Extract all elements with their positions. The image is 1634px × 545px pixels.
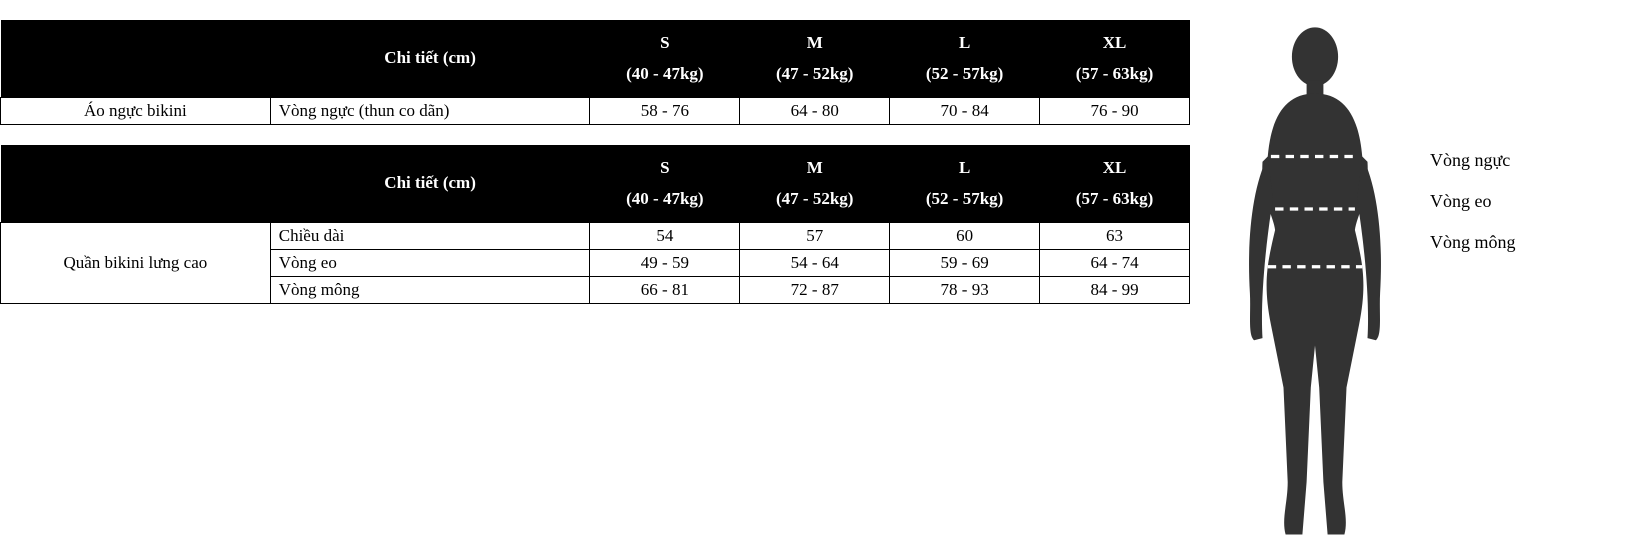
table-row: Quần bikini lưng cao Chiều dài 54 57 60 … (1, 223, 1190, 250)
category-cell: Quần bikini lưng cao (1, 223, 271, 304)
value-cell: 54 (590, 223, 740, 250)
size-name: L (959, 33, 970, 52)
value-cell: 54 - 64 (740, 250, 890, 277)
value-cell: 57 (740, 223, 890, 250)
size-range: (57 - 63kg) (1076, 189, 1153, 208)
header-blank (1, 20, 271, 98)
size-range: (52 - 57kg) (926, 64, 1003, 83)
header-detail: Chi tiết (cm) (270, 20, 590, 98)
page-container: Chi tiết (cm) S (40 - 47kg) M (47 - 52kg… (0, 0, 1634, 545)
value-cell: 59 - 69 (890, 250, 1040, 277)
header-size-s: S (40 - 47kg) (590, 145, 740, 223)
size-table-bottom: Chi tiết (cm) S (40 - 47kg) M (47 - 52kg… (0, 145, 1190, 304)
value-cell: 58 - 76 (590, 98, 740, 125)
size-name: M (807, 158, 823, 177)
figure-area: Vòng ngực Vòng eo Vòng mông (1190, 20, 1634, 545)
table-header-row: Chi tiết (cm) S (40 - 47kg) M (47 - 52kg… (1, 20, 1190, 98)
size-range: (47 - 52kg) (776, 64, 853, 83)
header-size-l: L (52 - 57kg) (890, 20, 1040, 98)
size-name: L (959, 158, 970, 177)
value-cell: 70 - 84 (890, 98, 1040, 125)
value-cell: 60 (890, 223, 1040, 250)
value-cell: 76 - 90 (1040, 98, 1190, 125)
figure-labels: Vòng ngực Vòng eo Vòng mông (1430, 20, 1516, 253)
header-size-xl: XL (57 - 63kg) (1040, 145, 1190, 223)
size-name: XL (1103, 33, 1127, 52)
detail-cell: Vòng mông (270, 277, 590, 304)
value-cell: 63 (1040, 223, 1190, 250)
value-cell: 64 - 80 (740, 98, 890, 125)
value-cell: 78 - 93 (890, 277, 1040, 304)
label-hip: Vòng mông (1430, 232, 1516, 253)
header-size-l: L (52 - 57kg) (890, 145, 1040, 223)
header-size-s: S (40 - 47kg) (590, 20, 740, 98)
detail-cell: Vòng ngực (thun co dãn) (270, 98, 590, 125)
table-row: Áo ngực bikini Vòng ngực (thun co dãn) 5… (1, 98, 1190, 125)
value-cell: 66 - 81 (590, 277, 740, 304)
body-silhouette-icon (1210, 20, 1420, 545)
label-waist: Vòng eo (1430, 191, 1516, 212)
size-name: XL (1103, 158, 1127, 177)
size-table-top: Chi tiết (cm) S (40 - 47kg) M (47 - 52kg… (0, 20, 1190, 125)
tables-area: Chi tiết (cm) S (40 - 47kg) M (47 - 52kg… (0, 20, 1190, 324)
size-range: (47 - 52kg) (776, 189, 853, 208)
value-cell: 84 - 99 (1040, 277, 1190, 304)
header-size-m: M (47 - 52kg) (740, 145, 890, 223)
value-cell: 72 - 87 (740, 277, 890, 304)
table-header-row: Chi tiết (cm) S (40 - 47kg) M (47 - 52kg… (1, 145, 1190, 223)
header-detail: Chi tiết (cm) (270, 145, 590, 223)
size-name: S (660, 158, 669, 177)
value-cell: 64 - 74 (1040, 250, 1190, 277)
size-name: M (807, 33, 823, 52)
header-size-xl: XL (57 - 63kg) (1040, 20, 1190, 98)
header-blank (1, 145, 271, 223)
detail-cell: Chiều dài (270, 223, 590, 250)
category-cell: Áo ngực bikini (1, 98, 271, 125)
size-range: (57 - 63kg) (1076, 64, 1153, 83)
size-name: S (660, 33, 669, 52)
value-cell: 49 - 59 (590, 250, 740, 277)
size-range: (40 - 47kg) (626, 189, 703, 208)
header-size-m: M (47 - 52kg) (740, 20, 890, 98)
label-bust: Vòng ngực (1430, 150, 1516, 171)
detail-cell: Vòng eo (270, 250, 590, 277)
size-range: (40 - 47kg) (626, 64, 703, 83)
size-range: (52 - 57kg) (926, 189, 1003, 208)
